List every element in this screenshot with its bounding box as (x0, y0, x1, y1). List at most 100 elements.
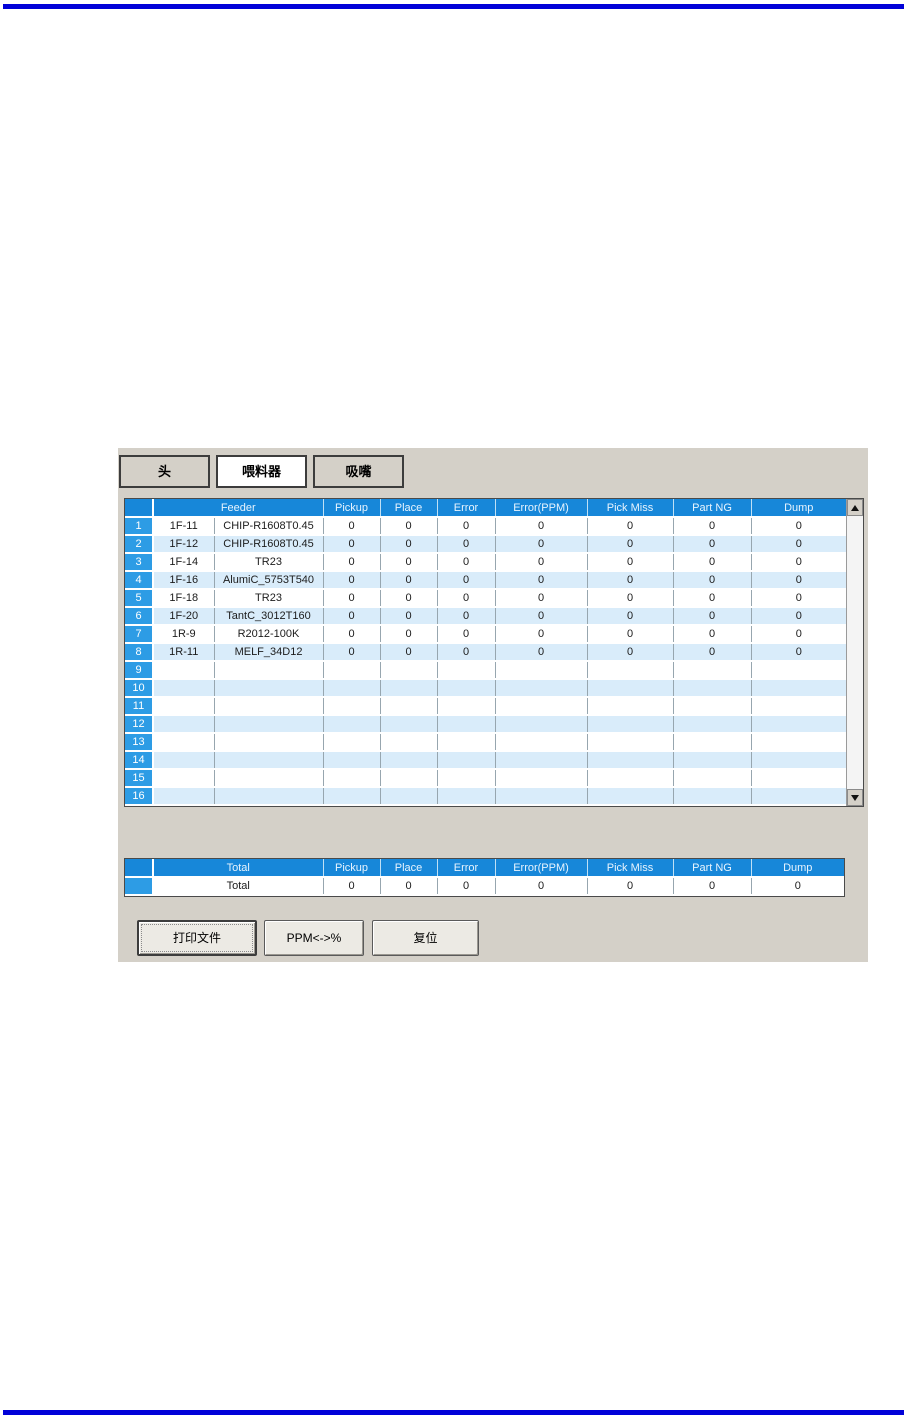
stat-value: 0 (437, 589, 496, 608)
feeder-slot: 1R-11 (153, 643, 215, 662)
stat-value (437, 751, 496, 770)
stat-value: 0 (751, 553, 846, 572)
total-place: 0 (380, 877, 438, 896)
stat-value: 0 (673, 607, 752, 626)
row-number: 7 (125, 625, 154, 644)
stat-value (495, 769, 588, 788)
scroll-up-icon (851, 504, 859, 511)
stat-value (323, 751, 381, 770)
feeder-row: 14 (125, 751, 846, 770)
stat-value: 0 (495, 607, 588, 626)
stat-value: 0 (495, 535, 588, 554)
stat-value: 0 (673, 517, 752, 536)
stat-value (495, 733, 588, 752)
row-number: 13 (125, 733, 154, 752)
stat-value: 0 (323, 607, 381, 626)
ppm-percent-toggle-button[interactable]: PPM<->% (264, 920, 364, 956)
stat-value (751, 715, 846, 734)
total-dump: 0 (751, 877, 844, 896)
vertical-scrollbar[interactable] (846, 499, 863, 806)
stat-value: 0 (437, 553, 496, 572)
row-number: 3 (125, 553, 154, 572)
col-error: Error (437, 859, 496, 878)
scroll-up-button[interactable] (847, 499, 863, 516)
total-pickup: 0 (323, 877, 381, 896)
stat-value (437, 733, 496, 752)
tab-head[interactable]: 头 (119, 455, 210, 488)
stat-value (437, 715, 496, 734)
feeder-part-name: TR23 (214, 589, 324, 608)
stat-value (587, 733, 674, 752)
stat-value: 0 (673, 643, 752, 662)
col-pickup: Pickup (323, 859, 381, 878)
stat-value (380, 679, 438, 698)
stat-value: 0 (495, 571, 588, 590)
feeder-part-name: AlumiC_5753T540 (214, 571, 324, 590)
stat-value (323, 661, 381, 680)
corner-cell (125, 859, 154, 878)
stat-value: 0 (323, 571, 381, 590)
stat-value: 0 (437, 607, 496, 626)
stat-value (380, 733, 438, 752)
stat-value: 0 (673, 589, 752, 608)
total-header-row: Total Pickup Place Error Error(PPM) Pick… (125, 859, 844, 878)
stat-value: 0 (673, 625, 752, 644)
feeder-header-row: Feeder Pickup Place Error Error(PPM) Pic… (125, 499, 846, 518)
feeder-part-name (214, 679, 324, 698)
stat-value (437, 697, 496, 716)
row-number: 15 (125, 769, 154, 788)
tab-feeder[interactable]: 喂料器 (216, 455, 307, 488)
col-total: Total (153, 859, 324, 878)
feeder-slot (153, 697, 215, 716)
stat-value: 0 (380, 571, 438, 590)
stat-value (587, 661, 674, 680)
stat-value (380, 661, 438, 680)
feeder-part-name (214, 733, 324, 752)
stat-value (380, 769, 438, 788)
feeder-row: 8 1R-11 MELF_34D12 0 0 0 0 0 0 0 (125, 643, 846, 662)
stat-value (323, 787, 381, 806)
tab-nozzle[interactable]: 吸嘴 (313, 455, 404, 488)
col-error: Error (437, 499, 496, 518)
reset-button[interactable]: 复位 (372, 920, 479, 956)
stat-value: 0 (495, 643, 588, 662)
feeder-slot (153, 733, 215, 752)
row-number: 10 (125, 679, 154, 698)
col-pick-miss: Pick Miss (587, 499, 674, 518)
total-row: Total 0 0 0 0 0 0 0 (125, 877, 844, 896)
col-place: Place (380, 859, 438, 878)
stat-value (587, 769, 674, 788)
feeder-row: 13 (125, 733, 846, 752)
scroll-down-button[interactable] (847, 789, 863, 806)
corner-cell (125, 499, 154, 518)
stat-value: 0 (380, 553, 438, 572)
feeder-slot: 1R-9 (153, 625, 215, 644)
stat-value: 0 (751, 589, 846, 608)
feeder-row: 15 (125, 769, 846, 788)
stat-value (495, 697, 588, 716)
row-number: 1 (125, 517, 154, 536)
stat-value: 0 (587, 535, 674, 554)
stat-value: 0 (587, 643, 674, 662)
feeder-row: 11 (125, 697, 846, 716)
stat-value (673, 661, 752, 680)
stat-value (673, 679, 752, 698)
total-pick-miss: 0 (587, 877, 674, 896)
col-pickup: Pickup (323, 499, 381, 518)
feeder-slot (153, 715, 215, 734)
stat-value: 0 (437, 535, 496, 554)
col-dump: Dump (751, 859, 844, 878)
stat-value: 0 (323, 643, 381, 662)
feeder-slot (153, 751, 215, 770)
stat-value: 0 (673, 571, 752, 590)
stat-value (437, 679, 496, 698)
feeder-row: 1 1F-11 CHIP-R1608T0.45 0 0 0 0 0 0 0 (125, 517, 846, 536)
stat-value: 0 (495, 589, 588, 608)
feeder-part-name (214, 751, 324, 770)
stat-value (751, 769, 846, 788)
print-file-button[interactable]: 打印文件 (137, 920, 257, 956)
stat-value (587, 679, 674, 698)
stat-value (323, 697, 381, 716)
feeder-part-name (214, 715, 324, 734)
stat-value: 0 (751, 607, 846, 626)
